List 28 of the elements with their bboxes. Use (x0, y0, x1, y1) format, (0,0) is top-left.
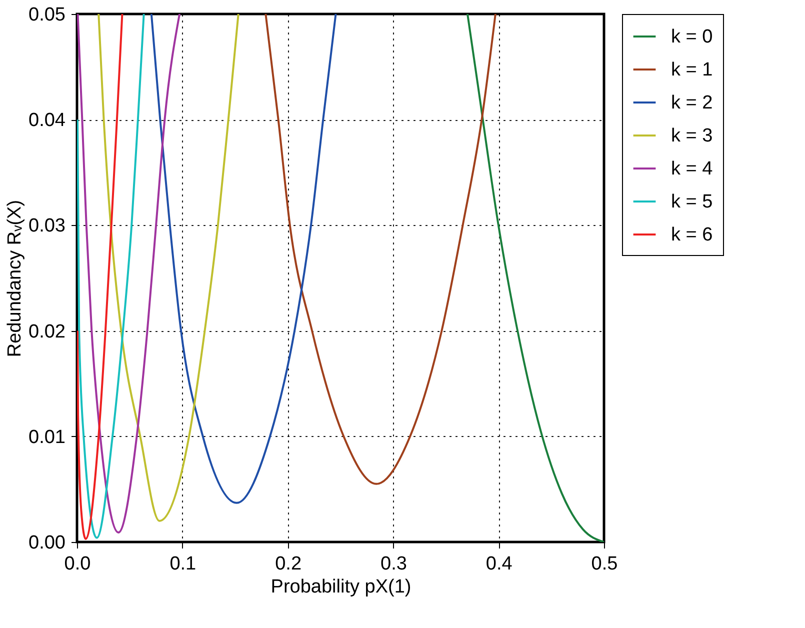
y-tick-label: 0.05 (28, 4, 66, 26)
y-tick-label: 0.01 (28, 426, 66, 448)
line-series (264, 14, 496, 485)
line-series (77, 14, 124, 540)
legend-label: k = 4 (671, 158, 714, 180)
y-axis-title: Redundancy Rᵥ(X) (4, 200, 26, 358)
x-axis-title: Probability pX(1) (270, 576, 412, 598)
y-tick-label: 0.04 (28, 110, 66, 132)
line-series (98, 14, 240, 522)
line-series (150, 14, 337, 504)
legend-label: k = 2 (671, 92, 713, 114)
line-series (77, 14, 145, 539)
x-tick-label: 0.5 (591, 554, 618, 574)
line-series (77, 14, 181, 534)
x-tick-label: 0.1 (170, 554, 196, 574)
x-tick-label: 0.0 (64, 554, 91, 574)
y-tick-label: 0.02 (28, 321, 66, 342)
legend-label: k = 6 (671, 224, 713, 246)
legend-label: k = 0 (671, 26, 713, 48)
y-tick-label: 0.00 (28, 532, 66, 554)
legend-label: k = 5 (671, 192, 713, 212)
line-series (466, 14, 604, 542)
legend-label: k = 3 (671, 126, 713, 146)
y-tick-label: 0.03 (28, 216, 66, 237)
x-tick-label: 0.3 (380, 554, 407, 574)
x-tick-label: 0.2 (275, 554, 302, 574)
legend-label: k = 1 (671, 60, 713, 80)
x-tick-label: 0.4 (486, 554, 513, 574)
